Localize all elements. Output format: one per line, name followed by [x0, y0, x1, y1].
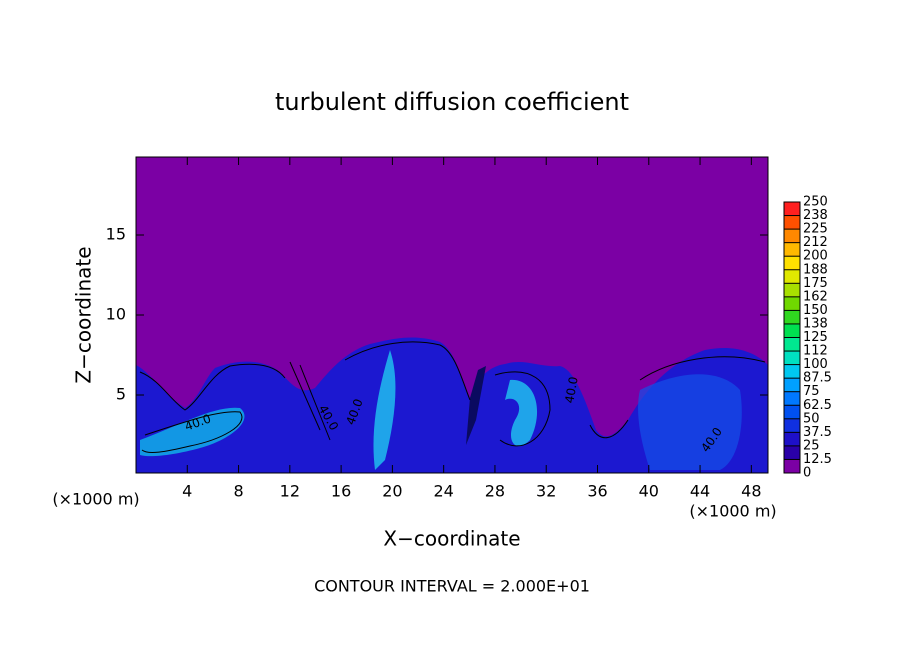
colorbar-label: 212: [803, 235, 828, 250]
contour-line: [589, 419, 629, 438]
field-region: [140, 407, 245, 457]
field-region: [466, 366, 486, 445]
colorbar-label: 112: [803, 344, 828, 359]
contour-line: [139, 363, 286, 411]
colorbar-label: 200: [803, 249, 828, 264]
turbulent-field: [136, 337, 768, 473]
chart-title: turbulent diffusion coefficient: [275, 88, 629, 116]
field-region: [638, 374, 742, 470]
x-tick-label: 24: [433, 482, 453, 501]
colorbar-bin: [784, 310, 800, 324]
field-region: [373, 350, 396, 470]
field-region: [505, 379, 538, 447]
x-tick-label: 48: [741, 482, 761, 501]
x-tick-label: 12: [280, 482, 300, 501]
contour-line: [494, 371, 551, 447]
colorbar-bin: [784, 378, 800, 392]
colorbar-bin: [784, 459, 800, 473]
contour-line: [289, 361, 331, 441]
x-axis-label: X−coordinate: [383, 527, 520, 551]
x-tick-label: 28: [485, 482, 505, 501]
x-tick-label: 16: [331, 482, 351, 501]
colorbar-label: 238: [803, 208, 828, 223]
colorbar-bin: [784, 405, 800, 419]
x-tick-label: 8: [233, 482, 243, 501]
x-tick-label: 32: [536, 482, 556, 501]
colorbar-label: 87.5: [803, 371, 832, 386]
x-tick-label: 40: [639, 482, 659, 501]
y-tick-label: 5: [116, 385, 126, 404]
colorbar-bin: [784, 283, 800, 297]
colorbar-bin: [784, 256, 800, 270]
colorbar-label: 62.5: [803, 398, 832, 413]
colorbar-label: 25: [803, 438, 820, 453]
contour-line: [344, 341, 471, 401]
colorbar-label: 0: [803, 466, 811, 481]
colorbar-bin: [784, 432, 800, 446]
x-tick-label: 36: [587, 482, 607, 501]
colorbar-label: 75: [803, 384, 820, 399]
colorbar-bin: [784, 418, 800, 433]
colorbar-bin: [784, 202, 800, 216]
x-tick-label: 20: [382, 482, 402, 501]
y-axis-label: Z−coordinate: [72, 246, 96, 383]
contour-line: [639, 356, 766, 381]
x-tick-label: 4: [182, 482, 192, 501]
colorbar-bin: [784, 323, 800, 338]
colorbar-bin: [784, 364, 800, 379]
colorbar-label: 188: [803, 262, 828, 277]
x-unit-label: (×1000 m): [689, 502, 776, 521]
colorbar-label: 12.5: [803, 452, 832, 467]
y-tick-label: 15: [106, 225, 126, 244]
colorbar-bin: [784, 351, 800, 365]
footer-note: CONTOUR INTERVAL = 2.000E+01: [314, 577, 590, 596]
colorbar-label: 225: [803, 222, 828, 237]
colorbar-bin: [784, 296, 800, 311]
x-tick-label: 44: [690, 482, 710, 501]
colorbar-label: 125: [803, 330, 828, 345]
colorbar-bin: [784, 269, 800, 284]
colorbar-label: 150: [803, 303, 828, 318]
colorbar-label: 250: [803, 195, 828, 210]
colorbar-bin: [784, 229, 800, 243]
colorbar-label: 37.5: [803, 425, 832, 440]
colorbar-bin: [784, 391, 800, 406]
colorbar-bin: [784, 215, 800, 230]
colorbar-bin: [784, 445, 800, 460]
y-tick-label: 10: [106, 305, 126, 324]
x-unit-label: (×1000 m): [52, 490, 139, 509]
colorbar-bin: [784, 337, 800, 352]
colorbar-label: 175: [803, 276, 828, 291]
colorbar-label: 162: [803, 289, 828, 304]
colorbar-bin: [784, 242, 800, 257]
colorbar-label: 138: [803, 316, 828, 331]
field-region: [136, 337, 768, 473]
colorbar-label: 50: [803, 411, 820, 426]
contour-label: 40.0: [562, 376, 580, 405]
colorbar-label: 100: [803, 357, 828, 372]
contour-line: [141, 411, 243, 454]
